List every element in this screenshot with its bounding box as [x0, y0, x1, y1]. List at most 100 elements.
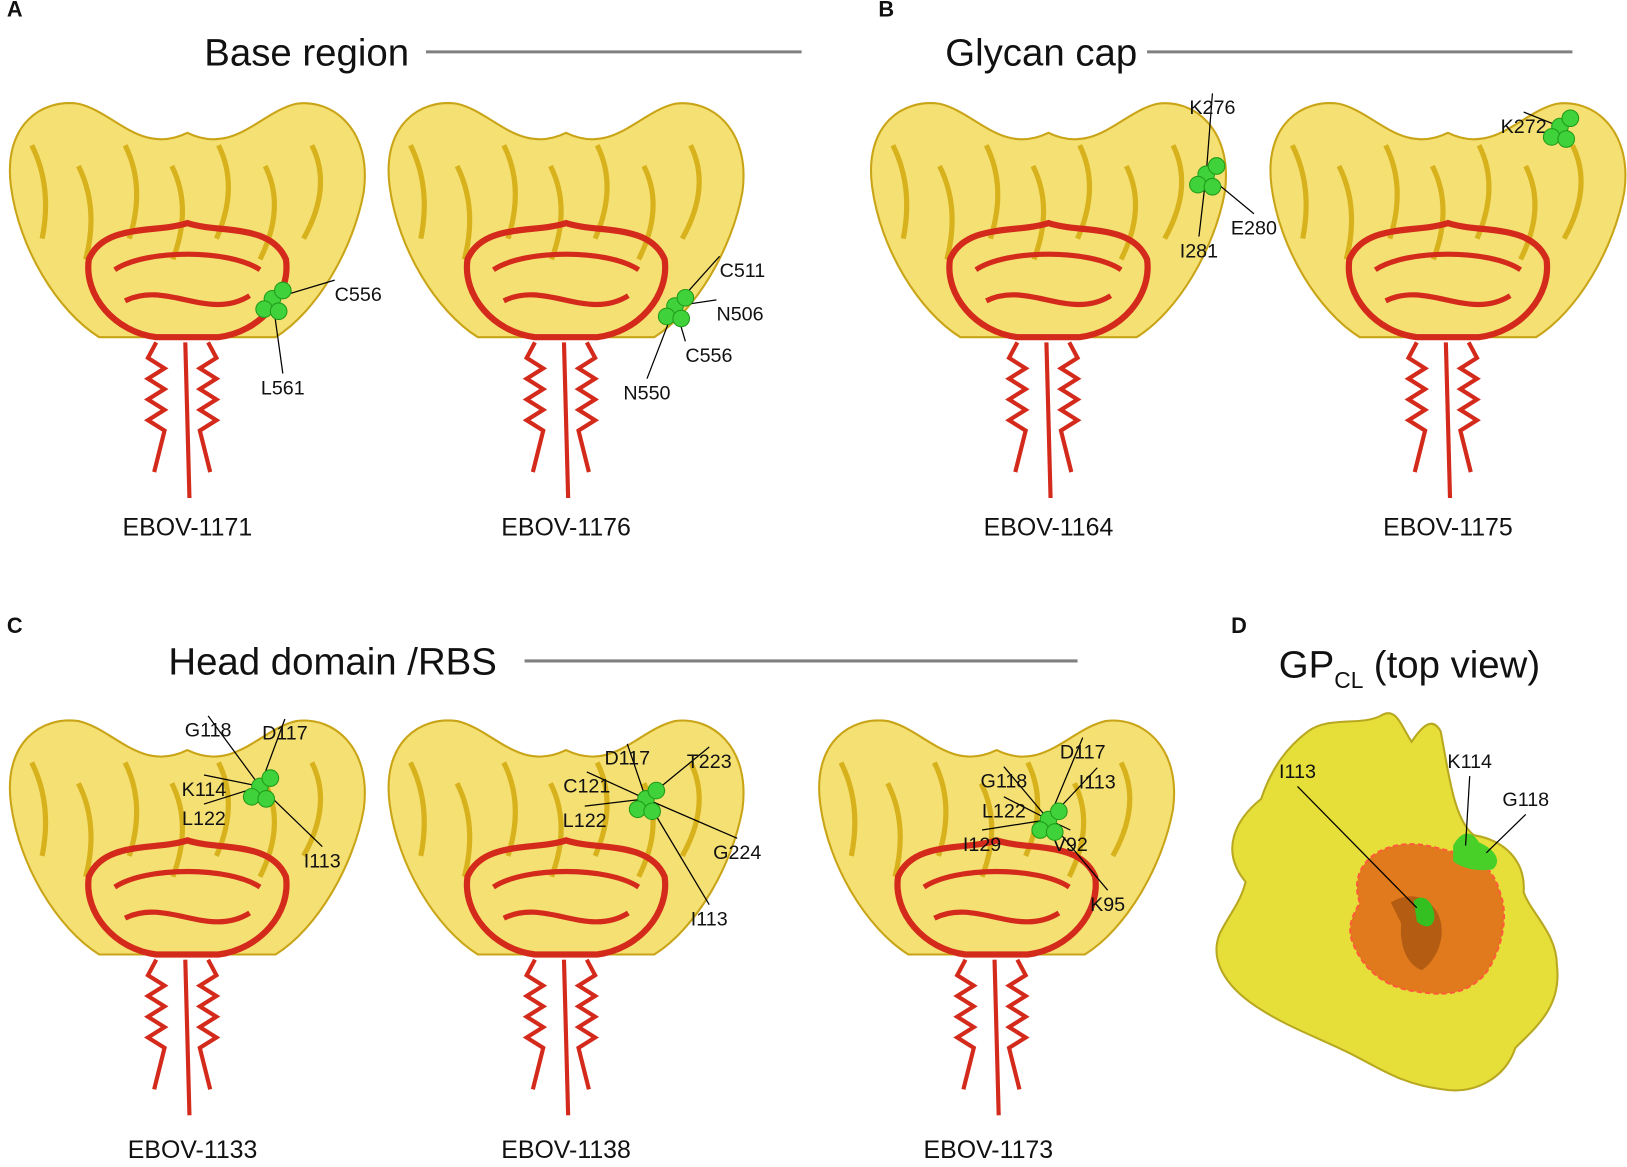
residue-label: D117	[262, 723, 308, 745]
residue-sphere	[1050, 802, 1068, 821]
leader-line	[1205, 93, 1214, 175]
residue-label: I129	[963, 834, 1001, 856]
antibody-name: EBOV-1176	[501, 513, 631, 541]
residue-label: G118	[1502, 789, 1549, 811]
beta-sheet	[454, 164, 473, 261]
glycoprotein-gp2-core	[463, 837, 669, 958]
residue-label: I113	[691, 908, 728, 930]
beta-sheet	[501, 761, 518, 857]
residue-label: E280	[1231, 217, 1277, 239]
stalk-helix	[953, 958, 1030, 1116]
antibody-name: EBOV-1138	[501, 1136, 631, 1162]
beta-sheet	[29, 144, 49, 240]
beta-sheet	[76, 164, 94, 261]
residue-label: C511	[720, 260, 766, 282]
residue-sphere	[1557, 130, 1576, 148]
residue-label: I113	[304, 850, 341, 872]
glycoprotein-gp2-core	[1373, 251, 1522, 308]
beta-sheet	[122, 761, 140, 857]
residue-label: I113	[1279, 761, 1316, 783]
beta-sheet	[978, 782, 995, 878]
residue-label: T223	[687, 751, 732, 773]
residue-label: K272	[1501, 116, 1547, 138]
residue-label: N506	[716, 304, 763, 326]
glycoprotein-gp2-core	[85, 837, 290, 958]
residue-sphere	[1189, 175, 1207, 194]
panel-letter: C	[7, 613, 23, 638]
title-main: GP	[1279, 643, 1334, 686]
residue-label: G118	[185, 720, 232, 742]
antibody-name: EBOV-1133	[128, 1136, 258, 1162]
glycoprotein-gp2-core	[491, 251, 641, 308]
residue-sphere	[274, 281, 292, 300]
beta-sheet	[1289, 144, 1309, 240]
title-subscript: CL	[1334, 667, 1363, 693]
beta-sheet	[1066, 782, 1087, 878]
glycoprotein-gp2-core	[113, 251, 262, 308]
beta-sheet	[408, 144, 427, 240]
residue-label: K114	[1447, 751, 1492, 773]
panel-letter: A	[7, 0, 23, 22]
beta-sheet	[76, 782, 94, 878]
panel-letter: B	[878, 0, 894, 22]
leader-line	[1297, 785, 1418, 909]
residue-sphere	[242, 787, 261, 806]
residue-label: K95	[1090, 894, 1125, 916]
residue-sphere	[676, 288, 695, 307]
beta-sheet	[501, 144, 518, 240]
residue-sphere	[1542, 128, 1561, 146]
residue-sphere	[1561, 109, 1580, 128]
beta-sheet	[679, 761, 702, 858]
beta-sheet	[937, 164, 955, 261]
beta-sheet	[548, 164, 564, 261]
glycoprotein-gp2-core	[922, 868, 1071, 925]
surface-top-view	[1215, 712, 1559, 1092]
residue-label: L561	[261, 377, 305, 399]
residue-sphere	[1045, 823, 1064, 841]
leader-line	[626, 743, 647, 800]
glycoprotein-gp2-core	[491, 868, 641, 925]
antibody-name: EBOV-1171	[123, 513, 253, 541]
residue-sphere	[1203, 177, 1222, 196]
residue-sphere	[261, 769, 280, 787]
structure	[869, 102, 1227, 499]
residue-label: C121	[563, 776, 610, 798]
title-rest: (top view)	[1374, 643, 1540, 686]
glycoprotein-gp2-core	[1345, 219, 1551, 341]
beta-sheet	[257, 164, 277, 261]
beta-sheet	[169, 782, 186, 878]
beta-sheet	[1118, 164, 1139, 261]
residue-sphere	[257, 790, 276, 808]
residue-sphere	[643, 802, 661, 821]
residue-label: G118	[981, 770, 1028, 792]
residue-label: C556	[335, 284, 382, 306]
section-title: Head domain /RBS	[168, 640, 497, 683]
leader-line	[203, 774, 261, 788]
residue-label: G224	[713, 842, 761, 864]
leader-line	[1003, 766, 1049, 821]
residue-label: C556	[685, 345, 732, 367]
beta-sheet	[408, 761, 427, 857]
stalk-helix	[144, 958, 221, 1116]
leader-line	[584, 798, 647, 807]
glycoprotein-gp2-core	[113, 868, 262, 925]
residue-sphere	[1207, 157, 1226, 175]
structure	[1269, 102, 1627, 499]
residue-label: L122	[563, 810, 607, 832]
residue-sphere	[628, 800, 647, 819]
beta-sheet	[1162, 144, 1185, 240]
section-title: Glycan cap	[945, 31, 1137, 74]
leader-line	[207, 715, 261, 787]
leader-line	[645, 798, 738, 839]
stalk-helix	[144, 341, 221, 499]
panel-letter: D	[1231, 613, 1247, 638]
beta-sheet	[1430, 164, 1446, 261]
residue-label: D117	[604, 748, 650, 770]
leader-line	[1464, 776, 1471, 846]
beta-sheet	[1030, 164, 1047, 261]
stalk-helix	[1005, 341, 1082, 499]
residue-label: I113	[1079, 772, 1116, 794]
residue-sphere	[672, 309, 691, 328]
glycoprotein-gp2-core	[894, 837, 1099, 958]
beta-sheet	[983, 144, 1001, 240]
